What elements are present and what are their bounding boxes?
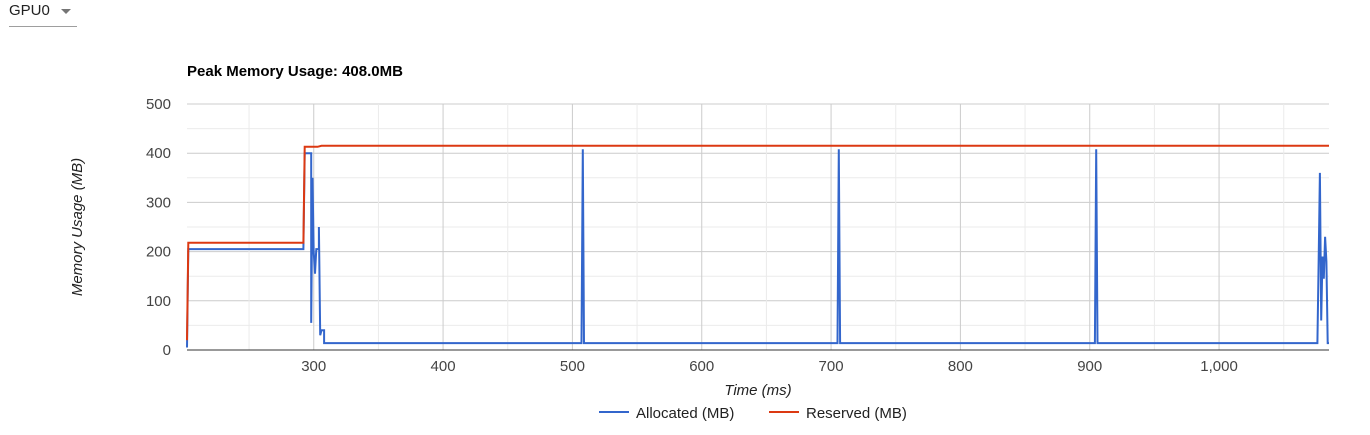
y-tick-label: 400 <box>146 145 171 162</box>
gpu-select-value: GPU0 <box>9 2 50 19</box>
gpu-select[interactable]: GPU0 <box>9 0 77 27</box>
x-tick-label: 400 <box>431 358 456 375</box>
y-tick-label: 100 <box>146 293 171 310</box>
x-tick-label: 700 <box>819 358 844 375</box>
y-tick-label: 300 <box>146 194 171 211</box>
x-tick-label: 1,000 <box>1200 358 1238 375</box>
chart-series <box>186 144 1329 348</box>
chart-grid <box>187 103 1329 351</box>
y-axis-title: Memory Usage (MB) <box>69 158 86 296</box>
y-tick-label: 0 <box>163 342 171 359</box>
caret-down-icon[interactable] <box>61 9 71 14</box>
x-tick-label: 900 <box>1077 358 1102 375</box>
chart-legend: Allocated (MB) Reserved (MB) <box>599 405 907 422</box>
y-tick-label: 200 <box>146 244 171 261</box>
x-tick-label: 500 <box>560 358 585 375</box>
y-tick-label: 500 <box>146 96 171 113</box>
series-line-allocated-mb <box>186 149 1329 348</box>
x-tick-label: 800 <box>948 358 973 375</box>
y-axis-ticks: 0 100 200 300 400 500 <box>146 96 171 359</box>
series-line-reserved-mb <box>186 144 1329 341</box>
x-tick-label: 600 <box>689 358 714 375</box>
x-axis-ticks: 300 400 500 600 700 800 900 1,000 <box>301 358 1238 375</box>
legend-label: Reserved (MB) <box>806 405 907 422</box>
legend-label: Allocated (MB) <box>636 405 734 422</box>
x-axis-title: Time (ms) <box>724 382 791 399</box>
chart-title: Peak Memory Usage: 408.0MB <box>187 63 403 80</box>
x-tick-label: 300 <box>301 358 326 375</box>
